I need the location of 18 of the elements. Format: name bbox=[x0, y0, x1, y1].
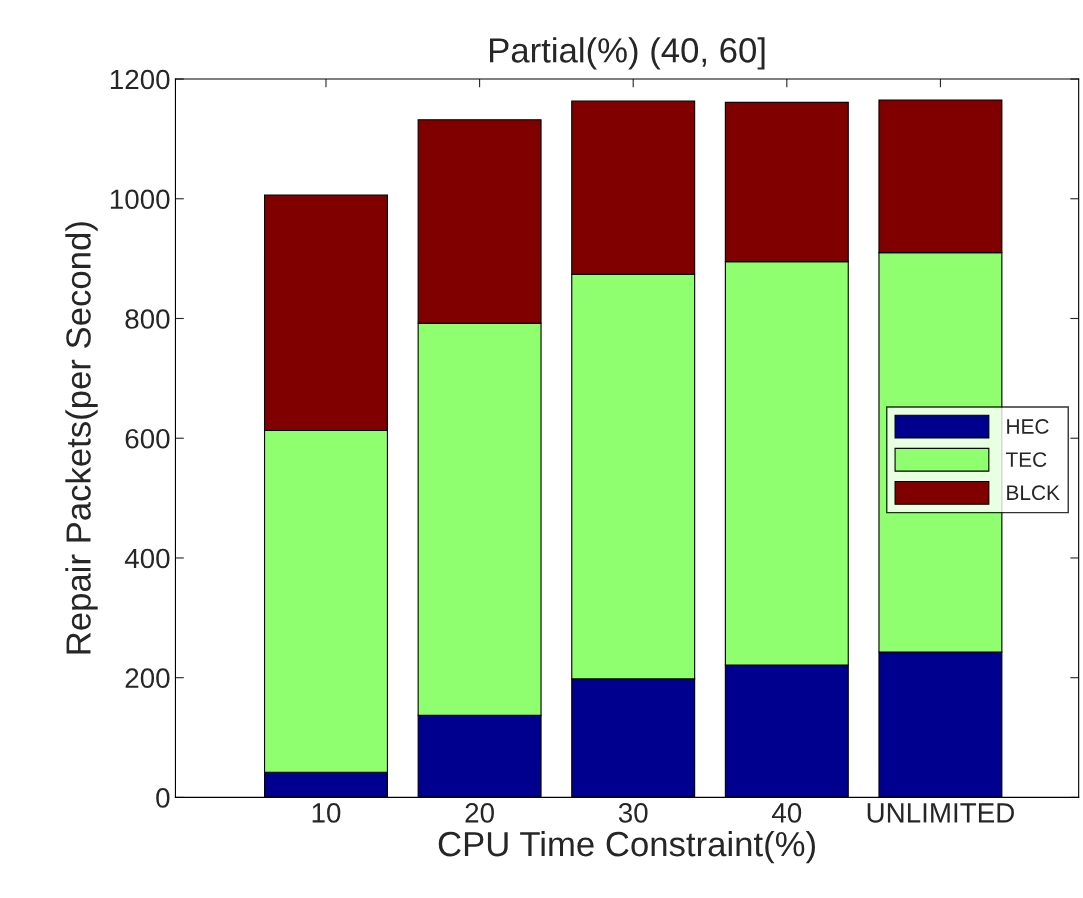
y-tick-label: 1200 bbox=[110, 69, 170, 90]
legend-label: HEC bbox=[1007, 419, 1049, 434]
chart-title: Partial(%) (40, 60] bbox=[490, 37, 765, 70]
y-tick-label: 200 bbox=[125, 668, 170, 689]
y-tick-label: 800 bbox=[125, 309, 170, 329]
x-tick-label: 10 bbox=[312, 803, 341, 823]
legend-label: BLCK bbox=[1007, 485, 1060, 501]
x-tick-label: UNLIMITED bbox=[867, 803, 1014, 823]
y-tick-label: 0 bbox=[156, 788, 170, 808]
x-tick-label: 20 bbox=[465, 803, 494, 823]
x-tick-label: 40 bbox=[772, 803, 802, 823]
y-axis-title: Repair Packets(per Second) bbox=[65, 222, 98, 654]
legend-label: TEC bbox=[1005, 452, 1047, 467]
y-tick-label: 1000 bbox=[110, 189, 170, 210]
y-tick-label: 400 bbox=[124, 548, 170, 569]
x-tick-label: 30 bbox=[618, 803, 648, 823]
y-tick-label: 600 bbox=[125, 428, 170, 449]
x-axis-title: CPU Time Constraint(%) bbox=[438, 830, 815, 864]
